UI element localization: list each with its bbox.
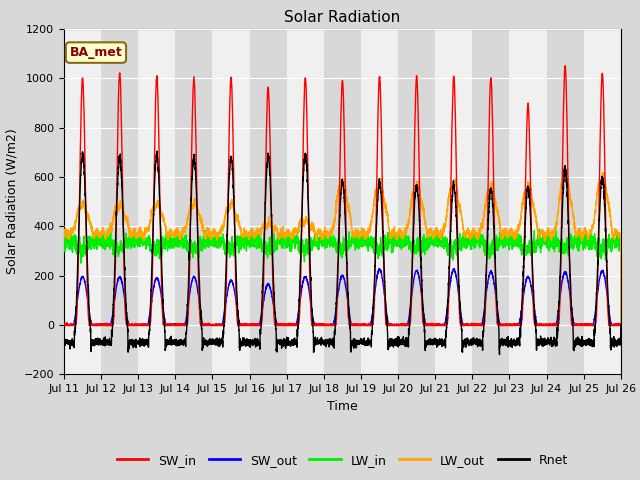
LW_in (60, 234, 68, 240)
SW_out (322, 322, 330, 328)
X-axis label: Time: Time (327, 400, 358, 413)
LW_out (322, 229, 330, 235)
SW_in (436, 323, 444, 328)
SW_out (161, 314, 168, 320)
Bar (472, 29, 509, 374)
SW_out (468, 322, 476, 328)
Rnet (616, 342, 624, 348)
LW_out (436, 235, 444, 240)
Line: SW_in: SW_in (64, 66, 621, 325)
Bar (324, 29, 361, 374)
SW_in (60, 322, 68, 328)
Bar (212, 29, 250, 374)
Bar (175, 29, 212, 374)
LW_in (322, 232, 330, 238)
LW_in (617, 322, 625, 328)
SW_out (436, 322, 444, 328)
SW_out (61, 322, 69, 328)
Rnet (499, 341, 507, 347)
Line: LW_in: LW_in (64, 229, 621, 325)
SW_in (322, 323, 330, 328)
LW_out (160, 217, 168, 223)
SW_in (467, 322, 475, 327)
Bar (435, 29, 472, 374)
Bar (250, 29, 287, 374)
SW_in (616, 321, 624, 327)
Bar (64, 29, 101, 374)
Bar (138, 29, 175, 374)
LW_in (467, 247, 475, 252)
Rnet (436, 340, 444, 346)
Bar (509, 29, 547, 374)
LW_out (617, 322, 625, 328)
Y-axis label: Solar Radiation (W/m2): Solar Radiation (W/m2) (5, 129, 18, 275)
Line: LW_out: LW_out (64, 169, 621, 325)
Rnet (322, 340, 330, 346)
Rnet (467, 341, 475, 347)
Rnet (153, 148, 161, 154)
Bar (101, 29, 138, 374)
LW_out (60, 232, 68, 238)
Bar (547, 29, 584, 374)
LW_out (616, 233, 624, 239)
Title: Solar Radiation: Solar Radiation (284, 10, 401, 25)
Rnet (60, 338, 68, 344)
SW_out (499, 322, 507, 328)
SW_out (617, 322, 625, 328)
LW_out (467, 232, 475, 238)
SW_in (617, 322, 625, 328)
SW_out (60, 321, 68, 327)
SW_in (561, 63, 569, 69)
Bar (287, 29, 324, 374)
SW_in (61, 323, 69, 328)
Bar (621, 29, 640, 374)
SW_out (450, 266, 458, 272)
Rnet (495, 352, 503, 358)
Line: SW_out: SW_out (64, 269, 621, 325)
Line: Rnet: Rnet (64, 151, 621, 355)
LW_in (536, 227, 543, 232)
Bar (398, 29, 435, 374)
LW_in (160, 238, 168, 244)
LW_in (616, 233, 624, 239)
SW_in (499, 323, 507, 328)
LW_out (563, 166, 570, 172)
SW_in (161, 321, 168, 326)
SW_out (616, 322, 624, 327)
LW_out (499, 231, 506, 237)
Rnet (161, 320, 168, 326)
Rnet (617, 322, 625, 328)
LW_in (499, 238, 506, 244)
Legend: SW_in, SW_out, LW_in, LW_out, Rnet: SW_in, SW_out, LW_in, LW_out, Rnet (112, 449, 573, 472)
Bar (584, 29, 621, 374)
Text: BA_met: BA_met (70, 46, 122, 59)
LW_in (436, 239, 444, 244)
Bar (361, 29, 398, 374)
